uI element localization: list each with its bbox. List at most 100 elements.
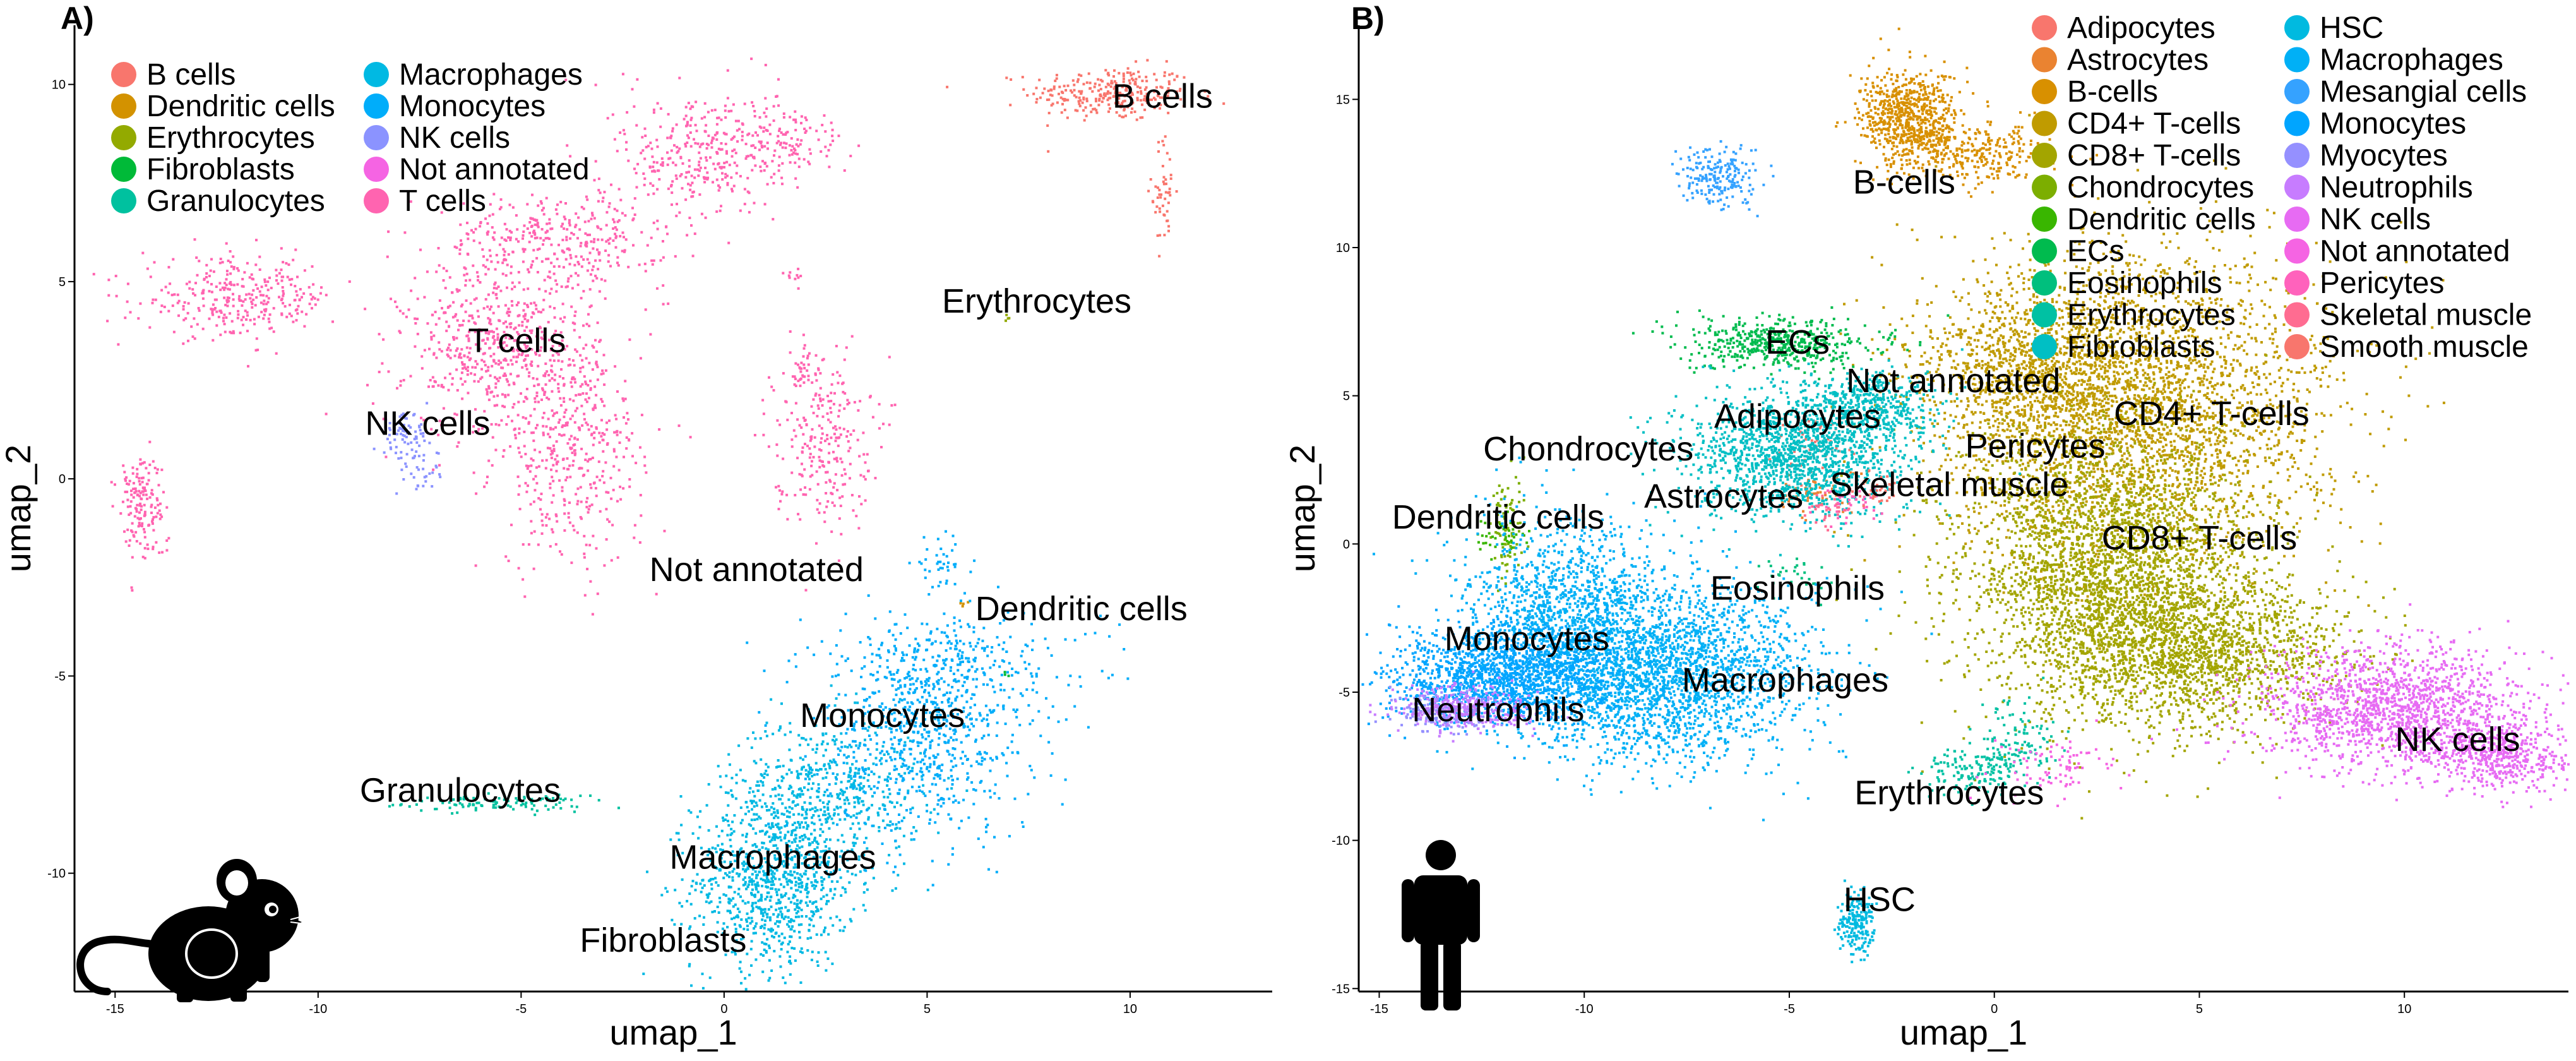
point (712, 162, 715, 165)
point (754, 885, 758, 888)
point (593, 404, 597, 407)
point (453, 338, 455, 341)
point (667, 112, 670, 116)
point (985, 825, 987, 829)
point (891, 743, 894, 746)
point (460, 239, 462, 242)
point (448, 801, 451, 804)
point (726, 820, 729, 822)
point (729, 861, 732, 864)
point (458, 353, 461, 356)
point (915, 789, 918, 793)
point (507, 415, 510, 418)
point (628, 485, 631, 488)
point (814, 900, 818, 903)
point (687, 136, 690, 140)
point (573, 315, 576, 317)
point (750, 910, 753, 913)
point (772, 844, 775, 847)
point (494, 382, 498, 385)
point (438, 464, 441, 467)
point (845, 813, 849, 816)
point (585, 400, 588, 404)
point (794, 959, 797, 962)
point (782, 860, 785, 863)
point (1114, 82, 1118, 85)
point (950, 787, 953, 790)
point (799, 757, 802, 760)
point (1088, 87, 1092, 90)
point (633, 524, 636, 527)
point (414, 345, 417, 348)
point (981, 756, 984, 759)
point (555, 469, 558, 472)
point (715, 851, 718, 854)
point (780, 932, 784, 935)
point (899, 775, 902, 778)
point (440, 383, 443, 387)
point (923, 690, 926, 693)
point (778, 878, 781, 881)
point (778, 920, 782, 923)
point (754, 737, 757, 740)
point (530, 235, 534, 238)
point (1119, 92, 1122, 95)
point (866, 888, 869, 891)
point (838, 868, 841, 872)
point (717, 162, 720, 165)
point (741, 834, 744, 837)
point (647, 193, 650, 196)
point (856, 772, 859, 775)
point (778, 901, 782, 904)
point (807, 160, 810, 164)
point (744, 835, 748, 838)
point (704, 216, 707, 219)
point (1157, 141, 1160, 144)
point (558, 421, 561, 424)
point (809, 796, 812, 799)
point (686, 899, 689, 902)
point (731, 850, 734, 853)
point (614, 232, 617, 236)
point (430, 335, 433, 339)
point (482, 264, 485, 267)
point (759, 817, 762, 820)
point (408, 805, 411, 808)
point (117, 343, 120, 346)
point (522, 234, 525, 237)
point (916, 760, 919, 764)
point (751, 101, 754, 104)
point (1119, 105, 1123, 109)
point (518, 451, 521, 454)
point (852, 796, 856, 800)
point (688, 962, 691, 966)
point (763, 923, 766, 926)
point (1005, 313, 1008, 316)
point (1078, 96, 1081, 99)
point (1071, 91, 1073, 94)
point (903, 764, 906, 767)
point (733, 890, 736, 894)
point (823, 764, 826, 767)
point (568, 521, 571, 524)
point (895, 846, 898, 849)
point (762, 954, 765, 957)
point (257, 315, 260, 318)
point (810, 832, 813, 836)
point (725, 160, 729, 164)
point (677, 150, 680, 153)
point (722, 819, 725, 822)
point (1162, 213, 1166, 216)
point (833, 735, 836, 738)
point (842, 762, 845, 764)
point (858, 744, 861, 747)
point (912, 691, 915, 694)
point (237, 297, 241, 301)
point (777, 888, 780, 891)
point (789, 758, 792, 762)
point (437, 247, 440, 249)
point (1135, 78, 1138, 81)
point (533, 301, 536, 304)
point (725, 774, 728, 777)
point (951, 765, 955, 769)
